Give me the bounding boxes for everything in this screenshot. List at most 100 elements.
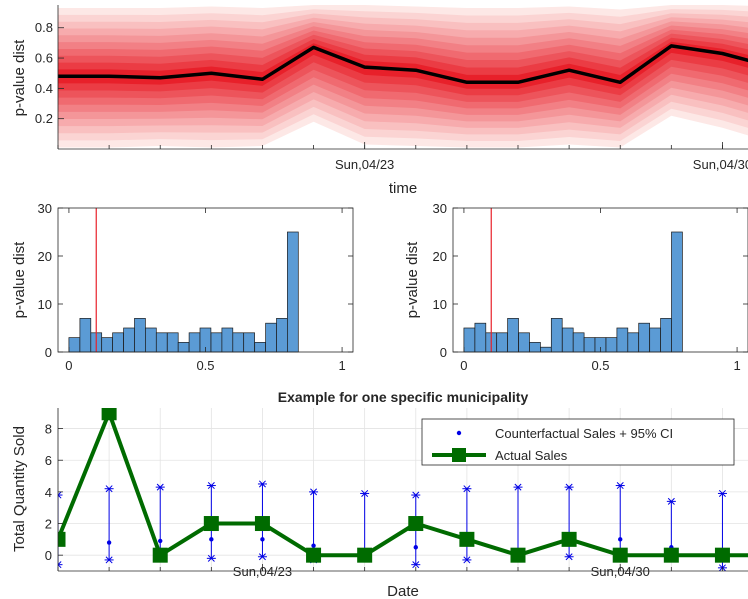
histogram-left-bar <box>210 332 223 353</box>
actual-sales-marker <box>663 547 679 563</box>
municipality-y-tick-label: 4 <box>45 485 52 500</box>
legend: Counterfactual Sales + 95% CI Actual Sal… <box>421 418 735 466</box>
histogram-right-bar <box>463 327 476 353</box>
municipality-axes: 0 2 4 6 8 Sun,04/23 Sun,04/30 <box>45 408 748 579</box>
histogram-left-bar <box>287 231 299 353</box>
histogram-left-y-tick-label: 0 <box>45 345 52 360</box>
histogram-left-bar <box>177 342 190 353</box>
ci-cap-stroke <box>463 485 471 493</box>
fan-y-tick-label: 0.8 <box>35 20 53 35</box>
fan-x-tick-label: Sun,04/30 <box>693 157 748 172</box>
histogram-right-bar <box>518 332 530 353</box>
histogram-right-bar <box>529 342 541 353</box>
ci-cap-stroke <box>258 553 266 561</box>
actual-sales-marker <box>510 547 526 563</box>
ci-cap-stroke <box>58 494 62 499</box>
actual-sales-marker <box>459 531 475 547</box>
municipality-y-tick-label: 2 <box>45 517 52 532</box>
histogram-right-bar <box>474 322 487 353</box>
histogram-left-bar <box>145 327 157 353</box>
histogram-right-bars <box>463 208 683 353</box>
ci-cap-stroke <box>207 554 215 562</box>
counterfactual-point <box>413 545 418 550</box>
municipality-x-tick-label: Sun,04/30 <box>591 564 650 579</box>
histogram-left-bar <box>79 318 92 353</box>
histogram-right-ylabel: p-value dist <box>404 241 421 319</box>
histogram-left-bars <box>68 208 299 353</box>
ci-cap-stroke <box>58 563 62 569</box>
actual-sales-marker <box>612 547 628 563</box>
fan-y-tick-label: 0.4 <box>35 81 53 96</box>
histogram-left-ylabel: p-value dist <box>11 241 28 319</box>
municipality-y-tick-label: 8 <box>45 422 52 437</box>
histogram-left-x-tick-label: 0.5 <box>196 358 214 373</box>
ci-cap-stroke <box>412 491 420 499</box>
actual-sales-marker <box>58 531 66 547</box>
counterfactual-point <box>106 540 112 545</box>
histogram-right-bar <box>550 318 563 353</box>
ci-cap-stroke <box>105 556 113 564</box>
histogram-left-x-tick-label: 0 <box>65 358 72 373</box>
ci-cap-stroke <box>463 556 471 564</box>
histogram-left-bar <box>243 332 255 353</box>
histogram-left-bar <box>265 322 277 353</box>
median-line-layer <box>58 44 748 85</box>
histogram-left-bar <box>232 332 245 353</box>
histogram-right-frame <box>452 207 748 353</box>
ci-cap-stroke <box>58 561 62 566</box>
histogram-right-bar <box>627 332 640 353</box>
actual-sales-marker <box>408 516 424 532</box>
histogram-left-bar <box>276 318 288 353</box>
histogram-right-bar <box>671 231 683 353</box>
ci-cap-stroke <box>207 482 215 490</box>
histogram-left-bar <box>112 332 124 353</box>
median-line <box>58 44 748 85</box>
histogram-right-y-tick-label: 10 <box>433 297 447 312</box>
municipality-title: Example for one specific municipality <box>278 389 529 405</box>
histogram-left-bar <box>166 332 179 353</box>
histogram-left-bar <box>68 337 81 353</box>
histogram-left-panel: 0 10 20 30 0 0.5 1 p-value dist <box>11 201 354 373</box>
legend-actual-marker <box>452 448 466 462</box>
counterfactual-point <box>158 538 163 544</box>
fan-chart-axes: 0.2 0.4 0.6 0.8 Sun,04/23 Sun,04/30 <box>35 5 748 172</box>
histogram-left-y-tick-label: 20 <box>38 249 52 264</box>
actual-sales-marker <box>306 547 322 563</box>
histogram-left-bar <box>101 337 113 353</box>
actual-sales-marker <box>254 516 270 532</box>
ci-cap-stroke <box>565 553 573 561</box>
histogram-left-y-tick-label: 10 <box>38 297 52 312</box>
fan-chart-xlabel: time <box>389 180 417 197</box>
municipality-xlabel: Date <box>387 583 419 599</box>
histogram-right-y-tick-label: 30 <box>433 201 447 216</box>
ci-cap-stroke <box>565 483 573 491</box>
fan-y-tick-label: 0.6 <box>35 51 53 66</box>
histogram-right-axes: 0 10 20 30 0 0.5 1 <box>433 201 748 373</box>
ci-cap-stroke <box>718 489 726 497</box>
ci-cap-stroke <box>616 482 624 490</box>
actual-sales-marker <box>203 516 219 532</box>
legend-box <box>421 418 735 466</box>
ci-cap-stroke <box>310 488 318 496</box>
actual-sales-layer <box>58 408 748 563</box>
ci-cap-stroke <box>156 483 164 491</box>
legend-actual-label: Actual Sales <box>495 448 568 463</box>
counterfactual-point <box>311 543 316 548</box>
histogram-right-bar <box>605 337 618 353</box>
histogram-right-bar <box>507 318 519 353</box>
actual-sales-marker <box>561 531 577 547</box>
histogram-left-y-tick-label: 30 <box>38 201 52 216</box>
ci-cap-stroke <box>412 561 420 569</box>
histogram-right-bar <box>660 318 672 353</box>
municipality-x-tick-label: Sun,04/23 <box>233 564 292 579</box>
histogram-right-x-tick-label: 1 <box>733 358 740 373</box>
histogram-right-y-tick-label: 0 <box>440 345 447 360</box>
histogram-left-axes: 0 10 20 30 0 0.5 1 <box>38 201 354 373</box>
fan-chart-panel: 0.2 0.4 0.6 0.8 Sun,04/23 Sun,04/30 p-value d… <box>11 5 748 197</box>
histogram-left-bar <box>123 327 135 353</box>
legend-counterfactual-marker <box>456 430 462 436</box>
histogram-right-y-tick-label: 20 <box>433 249 447 264</box>
histogram-left-bar <box>134 318 146 353</box>
counterfactual-point <box>209 537 214 542</box>
municipality-panel: Example for one specific municipality 0 2… <box>11 389 748 599</box>
